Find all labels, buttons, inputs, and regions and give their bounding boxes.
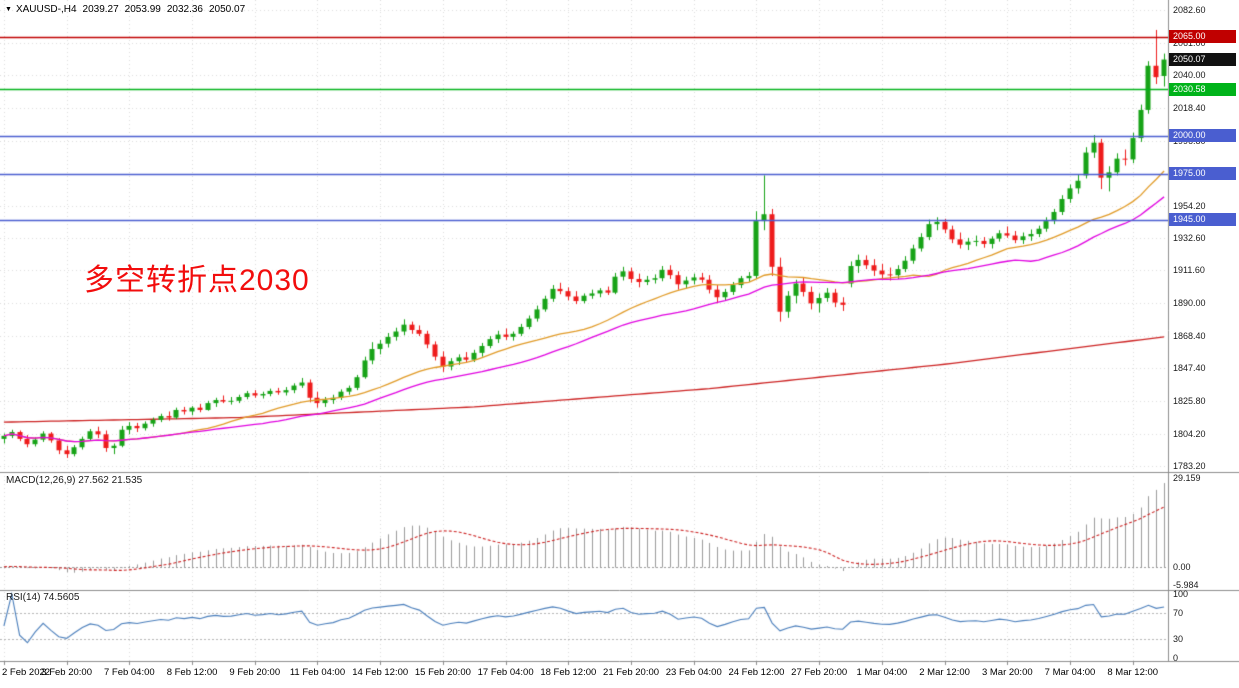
- time-axis-label: 15 Feb 20:00: [414, 667, 471, 678]
- collapse-chevron-icon[interactable]: ▼: [5, 6, 12, 13]
- time-axis-label: 27 Feb 20:00: [791, 667, 848, 678]
- rsi-indicator-label: RSI(14) 74.5605: [6, 592, 80, 603]
- time-axis-label: 14 Feb 12:00: [352, 667, 409, 678]
- current-price-badge: 2050.07: [1169, 53, 1236, 67]
- price-axis-label: 1911.60: [1173, 265, 1205, 276]
- time-axis-label: 7 Mar 04:00: [1044, 667, 1096, 678]
- time-axis-label: 9 Feb 20:00: [229, 667, 281, 678]
- macd-axis-label: 29.159: [1173, 473, 1201, 483]
- level-price-badge: 2000.00: [1169, 129, 1236, 143]
- rsi-axis-label: 100: [1173, 589, 1189, 599]
- time-axis-label: 17 Feb 04:00: [477, 667, 534, 678]
- level-price-badge: 2030.58: [1169, 82, 1236, 96]
- time-axis-label: 23 Feb 04:00: [665, 667, 722, 678]
- time-axis-label: 1 Mar 04:00: [856, 667, 908, 678]
- level-price-badge: 2065.00: [1169, 30, 1236, 44]
- price-axis-label: 2040.00: [1173, 69, 1206, 80]
- time-axis-label: 24 Feb 12:00: [728, 667, 785, 678]
- level-price-badge: 1975.00: [1169, 167, 1236, 181]
- ohlc-close-value: 2050.07: [208, 4, 246, 15]
- ohlc-open-value: 2039.27: [82, 4, 119, 15]
- time-axis-label: 3 Mar 20:00: [981, 667, 1033, 678]
- time-axis-label: 8 Mar 12:00: [1107, 667, 1159, 678]
- ohlc-low-value: 2032.36: [166, 4, 203, 15]
- level-price-badge: 1945.00: [1169, 213, 1236, 227]
- macd-axis-label: 0.00: [1173, 561, 1191, 572]
- price-axis-label: 1804.20: [1173, 429, 1206, 440]
- chart-annotation-text: 多空转折点2030: [84, 264, 310, 297]
- price-axis-label: 2018.40: [1173, 102, 1206, 113]
- symbol-timeframe-label: XAUUSD-,H4: [15, 4, 77, 15]
- time-axis-label: 11 Feb 04:00: [289, 667, 346, 678]
- rsi-axis-label: 70: [1173, 608, 1184, 619]
- time-axis-label: 2 Feb 2022: [2, 667, 51, 678]
- rsi-axis-label: 30: [1173, 633, 1184, 644]
- price-axis-label: 1932.60: [1173, 233, 1206, 244]
- macd-axis-label: -5.984: [1173, 580, 1199, 590]
- time-axis-label: 3 Feb 20:00: [41, 667, 92, 678]
- price-axis-label: 1868.40: [1173, 331, 1206, 342]
- macd-indicator-label: MACD(12,26,9) 27.562 21.535: [6, 475, 143, 486]
- time-axis-label: 21 Feb 20:00: [603, 667, 660, 678]
- price-axis-label: 1954.20: [1173, 200, 1206, 211]
- time-axis-label: 2 Mar 12:00: [919, 667, 970, 678]
- time-axis-label: 18 Feb 12:00: [540, 667, 597, 678]
- price-axis-label: 1847.40: [1173, 363, 1206, 374]
- time-axis-label: 8 Feb 12:00: [166, 667, 218, 678]
- price-axis-label: 1825.80: [1173, 396, 1206, 407]
- rsi-axis-label: 0: [1173, 653, 1179, 663]
- ohlc-high-value: 2053.99: [124, 4, 161, 15]
- chart-title: ▼ XAUUSD-,H4 2039.27 2053.99 2032.36 2050.07: [5, 4, 251, 15]
- price-axis-label: 1890.00: [1173, 298, 1206, 309]
- price-axis-label: 1783.20: [1173, 461, 1206, 471]
- time-axis-label: 7 Feb 04:00: [103, 667, 155, 678]
- price-axis-label: 2082.60: [1173, 5, 1206, 15]
